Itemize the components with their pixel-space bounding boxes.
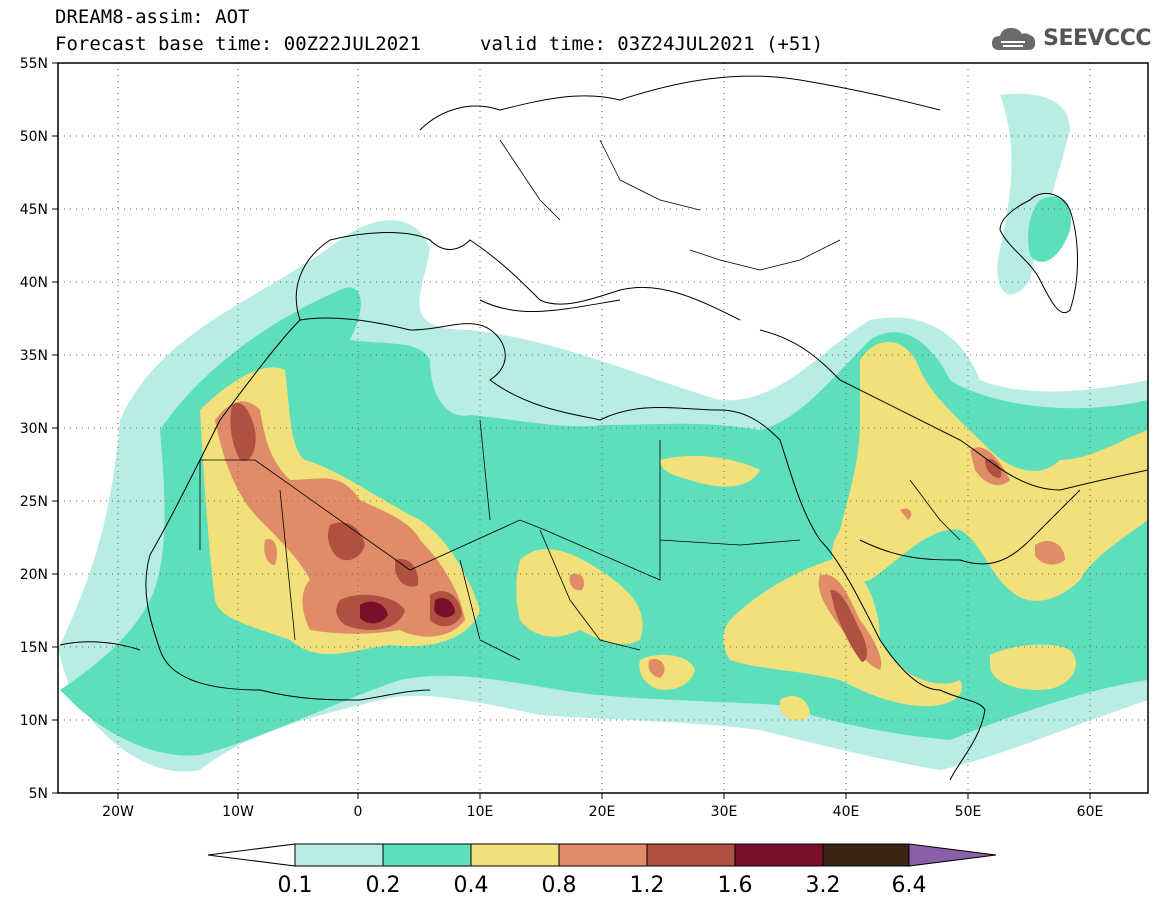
colorbar [207, 843, 997, 867]
aot-field [58, 93, 1148, 772]
colorbar-bin [558, 843, 648, 867]
logo-text: SEEVCCC [1043, 25, 1151, 51]
axis-ticks [52, 62, 1091, 799]
colorbar-label: 1.6 [718, 873, 753, 898]
longitude-labels: 20W 10W 0 10E 20E 30E 40E 50E 60E [102, 804, 1103, 820]
lat-label: 50N [20, 129, 48, 145]
lat-label: 45N [20, 202, 48, 218]
lat-label: 15N [20, 640, 48, 656]
colorbar-label: 3.2 [806, 873, 841, 898]
latitude-labels: 55N 50N 45N 40N 35N 30N 25N 20N 15N 10N … [20, 56, 48, 802]
lat-label: 40N [20, 275, 48, 291]
country-borders [199, 139, 961, 661]
lat-label: 35N [20, 348, 48, 364]
lat-label: 10N [20, 713, 48, 729]
lon-label: 10W [222, 804, 254, 820]
coastlines [59, 75, 1148, 781]
colorbar-bin [470, 843, 560, 867]
colorbar-label: 0.2 [366, 873, 401, 898]
colorbar-labels: 0.1 0.2 0.4 0.8 1.2 1.6 3.2 6.4 [278, 873, 927, 898]
lon-label: 20E [589, 804, 616, 820]
lon-label: 0 [354, 804, 363, 820]
cloud-icon [992, 28, 1036, 50]
valid-time: valid time: 03Z24JUL2021 (+51) [480, 33, 824, 55]
seevccc-logo: SEEVCCC [991, 24, 1151, 52]
colorbar-label: 0.1 [278, 873, 313, 898]
lat-label: 20N [20, 567, 48, 583]
colorbar-label: 1.2 [630, 873, 665, 898]
lat-label: 30N [20, 421, 48, 437]
colorbar-high-arrow [908, 843, 997, 867]
lon-label: 50E [955, 804, 982, 820]
map-title: DREAM8-assim: AOT [55, 6, 250, 28]
lon-label: 20W [102, 804, 134, 820]
colorbar-bin [294, 843, 384, 867]
colorbar-label: 6.4 [892, 873, 927, 898]
colorbar-bin [822, 843, 910, 867]
lon-label: 30E [711, 804, 738, 820]
lon-label: 40E [833, 804, 860, 820]
colorbar-label: 0.4 [454, 873, 489, 898]
colorbar-low-arrow [207, 843, 296, 867]
colorbar-bin [646, 843, 736, 867]
forecast-base-time: Forecast base time: 00Z22JUL2021 [55, 33, 422, 55]
colorbar-bin [382, 843, 472, 867]
lat-label: 55N [20, 56, 48, 72]
lat-label: 25N [20, 494, 48, 510]
lat-label: 5N [29, 786, 48, 802]
aot-1.6-3.2 [360, 597, 455, 624]
colorbar-label: 0.8 [542, 873, 577, 898]
lon-label: 10E [467, 804, 494, 820]
lon-label: 60E [1077, 804, 1104, 820]
colorbar-bin [734, 843, 824, 867]
